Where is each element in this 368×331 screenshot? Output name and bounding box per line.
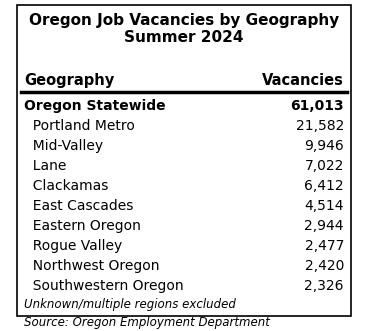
Text: Southwestern Oregon: Southwestern Oregon	[24, 279, 184, 293]
Text: 2,477: 2,477	[304, 239, 344, 253]
Text: 7,022: 7,022	[304, 159, 344, 173]
Text: Portland Metro: Portland Metro	[24, 119, 135, 133]
Text: Rogue Valley: Rogue Valley	[24, 239, 123, 253]
Text: 2,944: 2,944	[304, 219, 344, 233]
Text: 21,582: 21,582	[296, 119, 344, 133]
Text: Source: Oregon Employment Department: Source: Oregon Employment Department	[24, 316, 270, 329]
Text: Clackamas: Clackamas	[24, 179, 109, 193]
Text: 2,420: 2,420	[304, 259, 344, 273]
Text: East Cascades: East Cascades	[24, 199, 134, 213]
Text: 61,013: 61,013	[290, 99, 344, 113]
Text: 9,946: 9,946	[304, 139, 344, 153]
Text: Vacancies: Vacancies	[262, 73, 344, 88]
Text: 6,412: 6,412	[304, 179, 344, 193]
Text: Mid-Valley: Mid-Valley	[24, 139, 103, 153]
Text: Oregon Job Vacancies by Geography
Summer 2024: Oregon Job Vacancies by Geography Summer…	[29, 13, 339, 45]
Text: Northwest Oregon: Northwest Oregon	[24, 259, 160, 273]
Text: Geography: Geography	[24, 73, 114, 88]
Text: Eastern Oregon: Eastern Oregon	[24, 219, 141, 233]
Text: 4,514: 4,514	[304, 199, 344, 213]
Text: 2,326: 2,326	[304, 279, 344, 293]
Text: Unknown/multiple regions excluded: Unknown/multiple regions excluded	[24, 298, 236, 310]
Text: Lane: Lane	[24, 159, 67, 173]
Text: Oregon Statewide: Oregon Statewide	[24, 99, 166, 113]
